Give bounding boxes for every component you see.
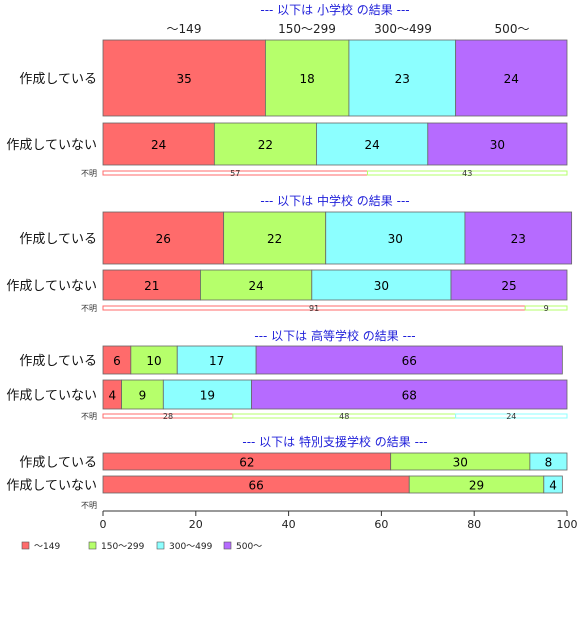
unknown-data-label: 9: [544, 304, 549, 313]
legend-entry: 150～299: [101, 542, 145, 552]
unknown-segment: [524, 305, 568, 311]
data-label: 30: [388, 232, 403, 246]
group-title: --- 以下は 特別支援学校 の結果 ---: [242, 434, 427, 449]
data-label: 21: [144, 279, 159, 293]
unknown-data-label: 24: [506, 412, 516, 421]
row-label: 作成している: [19, 232, 97, 247]
data-label: 30: [374, 279, 389, 293]
unknown-label: 不明: [81, 169, 97, 178]
bar-segment: [316, 122, 429, 166]
x-tick-label: 0: [100, 518, 107, 531]
legend-swatch: [223, 541, 232, 550]
legend-entry: 500～: [236, 542, 262, 552]
row-label: 作成していない: [6, 279, 97, 294]
data-label: 9: [139, 389, 147, 403]
data-label: 4: [108, 389, 116, 403]
bar-segment: [102, 122, 215, 166]
row-label: 作成している: [19, 456, 97, 471]
bar-segment: [121, 379, 164, 410]
unknown-label: 不明: [81, 412, 97, 421]
data-label: 8: [545, 456, 553, 470]
unknown-data-label: 91: [309, 304, 319, 313]
data-label: 4: [549, 479, 557, 493]
data-label: 30: [490, 138, 505, 152]
bar-segment: [325, 211, 466, 265]
bar-segment: [130, 345, 178, 375]
legend-entry: ～149: [34, 542, 60, 552]
row-label: 作成していない: [6, 479, 97, 494]
data-label: 68: [402, 389, 417, 403]
data-label: 30: [453, 456, 468, 470]
legend-entry: 300～499: [169, 542, 213, 552]
bar-segment: [162, 379, 252, 410]
bar-segment: [255, 345, 563, 375]
bar-segment: [200, 269, 313, 301]
bar-segment: [529, 452, 568, 471]
row-label: 作成していない: [6, 389, 97, 404]
legend-swatch: [156, 541, 165, 550]
bar-segment: [251, 379, 568, 410]
data-label: 62: [239, 456, 254, 470]
data-label: 24: [364, 138, 379, 152]
legend-swatch: [21, 541, 30, 550]
x-tick-label: 60: [374, 518, 388, 531]
bar-segment: [450, 269, 568, 301]
bar-segment: [311, 269, 452, 301]
x-tick-label: 40: [282, 518, 296, 531]
bar-segment: [213, 122, 317, 166]
data-label: 29: [469, 479, 484, 493]
data-label: 17: [209, 354, 224, 368]
bar-segment: [102, 39, 266, 117]
unknown-data-label: 43: [462, 169, 472, 178]
bar-segment: [176, 345, 257, 375]
bar-segment: [348, 39, 457, 117]
column-header: 300～499: [374, 22, 432, 36]
unknown-label: 不明: [81, 304, 97, 313]
row-label: 作成している: [19, 72, 97, 87]
data-label: 26: [156, 232, 171, 246]
legend-swatch: [88, 541, 97, 550]
data-label: 25: [501, 279, 516, 293]
data-label: 18: [300, 72, 315, 86]
bar-segment: [102, 269, 201, 301]
x-tick-label: 80: [467, 518, 481, 531]
data-label: 24: [151, 138, 166, 152]
unknown-label: 不明: [81, 501, 97, 510]
bar-segment: [543, 475, 563, 494]
unknown-data-label: 28: [163, 412, 173, 421]
bar-segment: [264, 39, 350, 117]
data-label: 24: [504, 72, 519, 86]
data-label: 22: [258, 138, 273, 152]
row-label: 作成していない: [6, 138, 97, 153]
bar-segment: [427, 122, 568, 166]
group-title: --- 以下は 小学校 の結果 ---: [260, 2, 409, 17]
column-header: 500～: [495, 22, 530, 36]
group-title: --- 以下は 高等学校 の結果 ---: [254, 328, 415, 343]
bar-segment: [102, 345, 132, 375]
data-label: 35: [177, 72, 192, 86]
column-header: 150～299: [278, 22, 336, 36]
data-label: 66: [248, 479, 263, 493]
data-label: 66: [402, 354, 417, 368]
data-label: 6: [113, 354, 121, 368]
data-label: 23: [395, 72, 410, 86]
x-tick-label: 20: [189, 518, 203, 531]
unknown-segment: [366, 170, 568, 176]
data-label: 23: [511, 232, 526, 246]
unknown-segment: [455, 413, 568, 419]
data-label: 10: [146, 354, 161, 368]
group-title: --- 以下は 中学校 の結果 ---: [260, 193, 409, 208]
row-label: 作成している: [19, 354, 97, 369]
unknown-data-label: 48: [339, 412, 349, 421]
bar-segment: [464, 211, 573, 265]
x-tick-label: 100: [557, 518, 578, 531]
data-label: 19: [200, 389, 215, 403]
bar-segment: [102, 211, 225, 265]
bar-segment: [455, 39, 568, 117]
data-label: 22: [267, 232, 282, 246]
unknown-data-label: 57: [230, 169, 240, 178]
column-header: ～149: [167, 22, 202, 36]
data-label: 24: [248, 279, 263, 293]
